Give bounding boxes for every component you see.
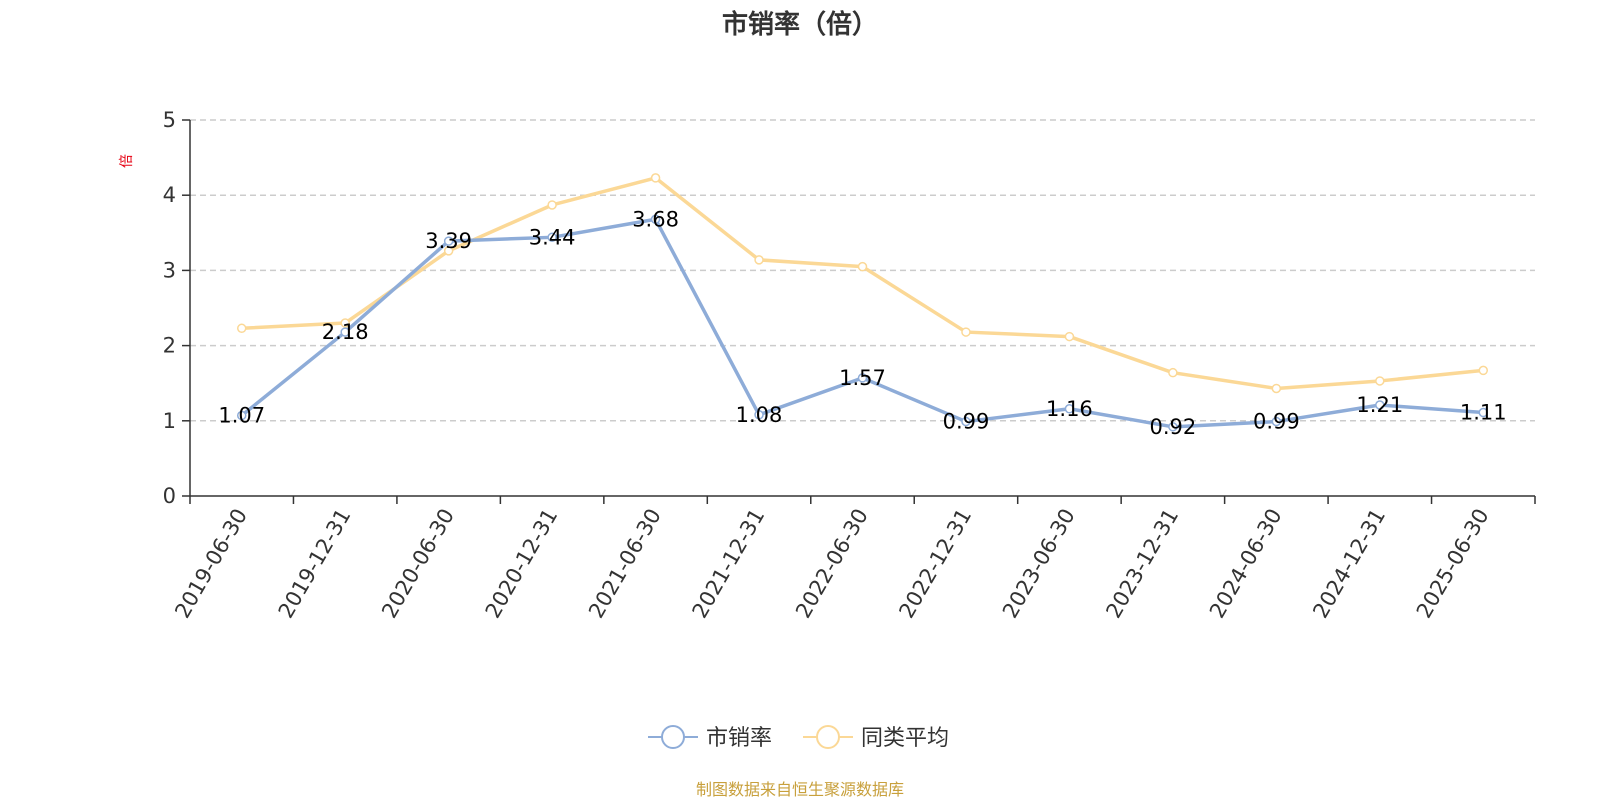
data-point[interactable] xyxy=(547,200,557,210)
legend-marker[interactable] xyxy=(816,725,840,749)
x-tick-label: 2020-06-30 xyxy=(377,504,459,622)
data-point[interactable] xyxy=(1168,422,1178,432)
data-label: 1.07 xyxy=(218,404,265,428)
data-label: 2.18 xyxy=(322,320,369,344)
data-point[interactable] xyxy=(754,255,764,265)
data-label: 1.08 xyxy=(736,403,783,427)
data-point[interactable] xyxy=(1375,400,1385,410)
y-axis-label: 倍 xyxy=(119,154,135,168)
y-tick-label: 4 xyxy=(163,183,176,207)
y-tick-label: 5 xyxy=(163,108,176,132)
data-label: 3.39 xyxy=(425,229,472,253)
x-tick-label: 2025-06-30 xyxy=(1412,505,1494,623)
data-label: 1.21 xyxy=(1356,393,1403,417)
y-tick-label: 1 xyxy=(163,409,176,433)
data-label: 3.68 xyxy=(632,207,679,231)
data-labels: 1.07 2.18 3.39 3.44 3.68 1.08 1.57 0.99 1.16 0.92… xyxy=(218,207,1506,439)
data-label: 0.99 xyxy=(1253,410,1300,434)
data-label: 3.44 xyxy=(529,225,576,249)
x-tick-label: 2021-06-30 xyxy=(584,505,666,623)
data-point[interactable] xyxy=(340,327,350,337)
source-note: 制图数据来自恒生聚源数据库 xyxy=(696,780,904,799)
data-label: 0.99 xyxy=(943,410,990,434)
x-tick-label: 2019-06-30 xyxy=(170,505,252,623)
x-tick-label: 2023-06-30 xyxy=(998,505,1080,623)
x-tick-label: 2024-12-31 xyxy=(1308,505,1390,623)
legend-label[interactable]: 市销率 xyxy=(706,726,772,751)
data-point[interactable] xyxy=(236,410,247,421)
data-point[interactable] xyxy=(1375,376,1385,386)
data-point[interactable] xyxy=(1271,416,1282,427)
data-point[interactable] xyxy=(650,214,661,225)
data-point[interactable] xyxy=(650,173,661,183)
data-point[interactable] xyxy=(340,318,350,328)
y-tick-label: 2 xyxy=(163,334,176,358)
x-tick-label: 2020-12-31 xyxy=(481,505,563,623)
x-tick-label: 2022-12-31 xyxy=(894,505,976,623)
data-label: 1.16 xyxy=(1046,397,1093,421)
y-tick-label: 0 xyxy=(163,484,176,508)
data-label: 1.11 xyxy=(1460,401,1507,425)
data-label: 0.92 xyxy=(1150,415,1197,439)
data-point[interactable] xyxy=(857,373,868,383)
data-point[interactable] xyxy=(443,236,454,246)
data-point[interactable] xyxy=(547,232,557,243)
legend-marker[interactable] xyxy=(661,725,685,749)
y-tick-label: 3 xyxy=(163,258,176,282)
series-lines xyxy=(236,173,1489,432)
legend-label[interactable]: 同类平均 xyxy=(861,726,949,751)
x-tick-label: 2024-06-30 xyxy=(1205,505,1287,623)
data-label: 1.57 xyxy=(839,366,886,390)
data-point[interactable] xyxy=(1064,404,1075,414)
x-tick-label: 2023-12-31 xyxy=(1101,505,1183,623)
data-point[interactable] xyxy=(1271,383,1282,394)
data-point[interactable] xyxy=(961,327,971,337)
chart-title: 市销率（倍） xyxy=(722,9,878,40)
data-point[interactable] xyxy=(857,261,868,272)
x-tick-label: 2019-12-31 xyxy=(274,505,356,623)
data-point[interactable] xyxy=(1478,365,1489,376)
x-tick-label: 2021-12-31 xyxy=(688,505,770,623)
series-line xyxy=(239,176,1486,391)
data-point[interactable] xyxy=(1168,367,1178,378)
data-point[interactable] xyxy=(1478,407,1489,418)
data-point[interactable] xyxy=(236,323,247,334)
x-tick-label: 2022-06-30 xyxy=(791,505,873,623)
data-point[interactable] xyxy=(961,416,971,427)
data-point[interactable] xyxy=(443,246,454,256)
legend[interactable]: 市销率 同类平均 xyxy=(648,725,949,751)
data-point[interactable] xyxy=(1064,331,1075,342)
data-point[interactable] xyxy=(754,410,764,420)
